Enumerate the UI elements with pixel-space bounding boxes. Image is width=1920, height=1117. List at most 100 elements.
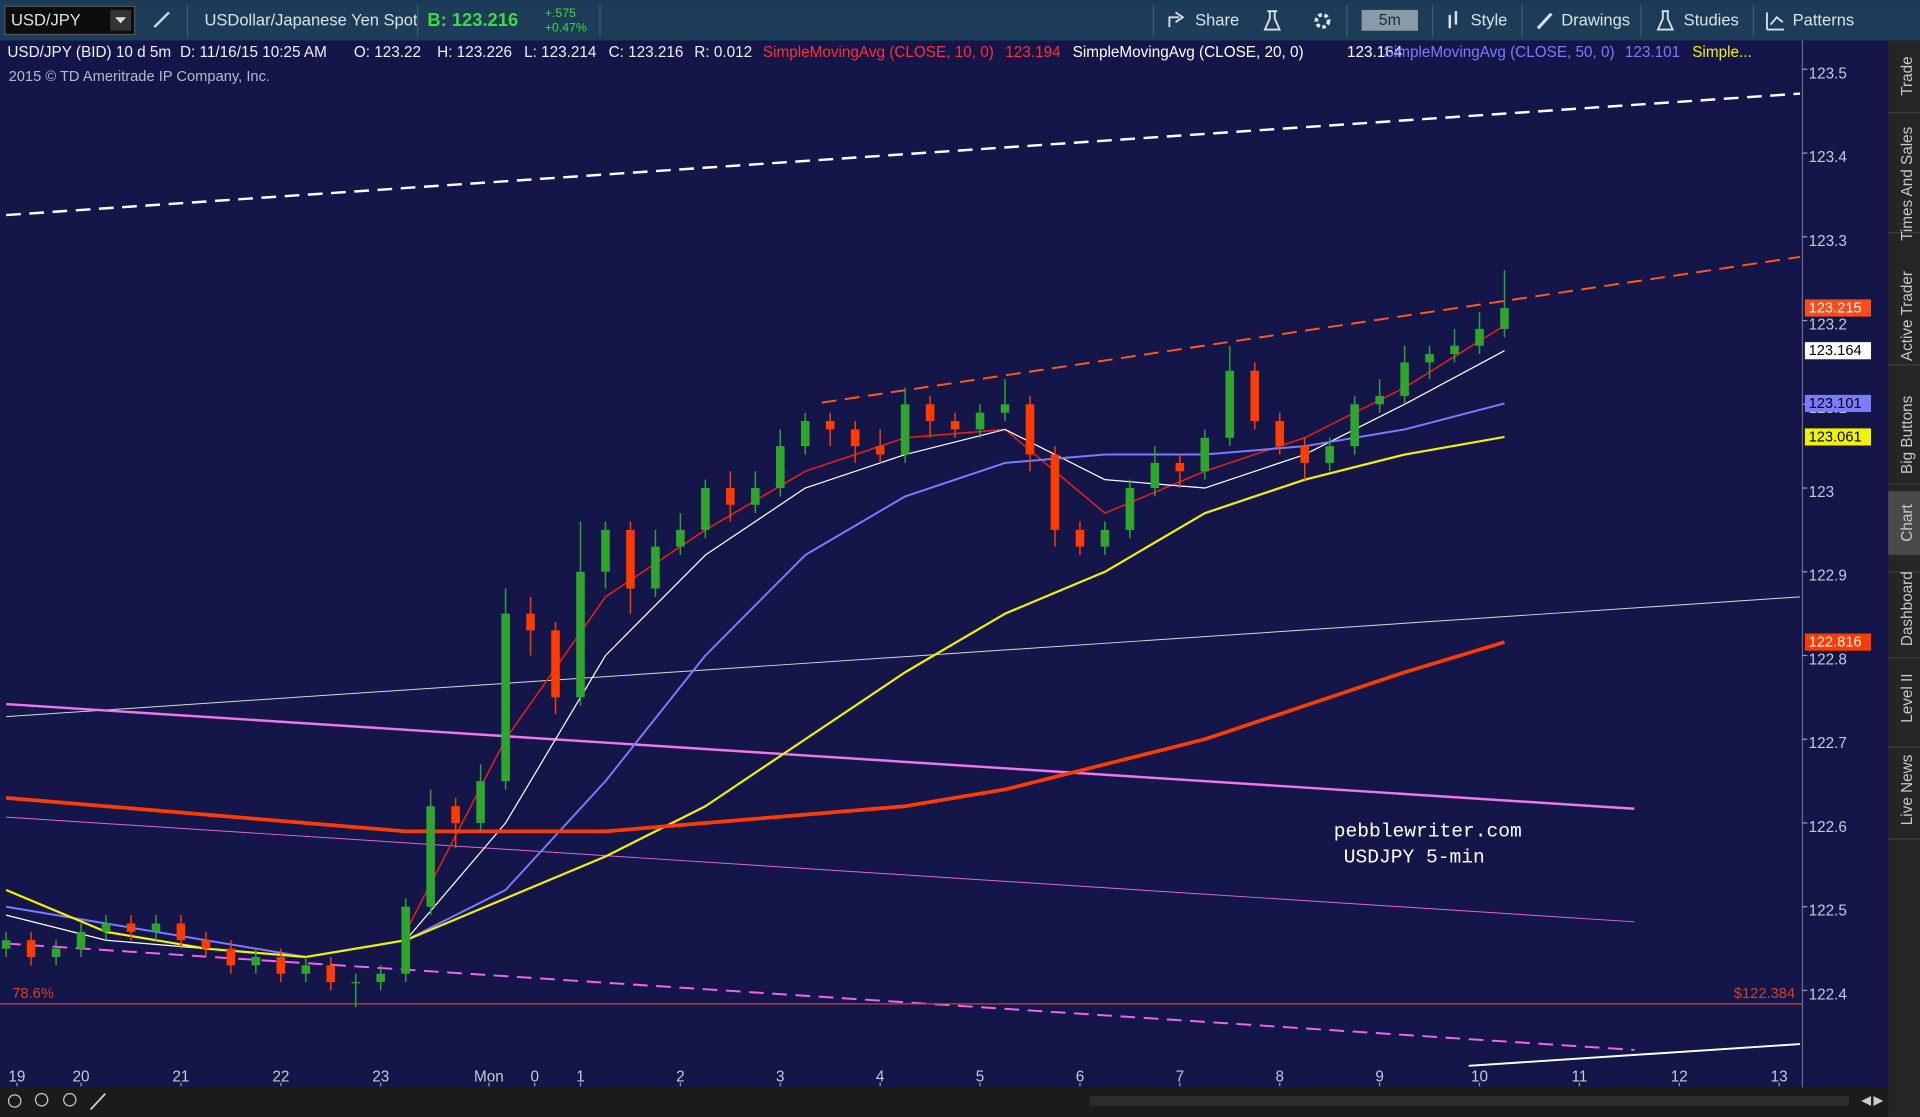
link-icon[interactable] [153, 11, 170, 28]
x-tick-label: 6 [1076, 1069, 1085, 1086]
candle-body [950, 421, 960, 430]
zoom-in-tool[interactable] [34, 1092, 49, 1107]
symbol[interactable]: USD/JPY [11, 10, 81, 29]
patterns-button[interactable]: Patterns [1793, 10, 1855, 29]
active-tab [1888, 491, 1920, 555]
candle-body [576, 571, 585, 698]
trendline [821, 255, 1801, 404]
candle-body [601, 529, 610, 572]
x-tick-label: 3 [776, 1069, 785, 1086]
candle-body [401, 906, 410, 974]
candle-body [1075, 529, 1085, 547]
share-button[interactable]: Share [1195, 10, 1239, 29]
axes: 122.4122.5122.6122.7122.8122.9123123.112… [8, 65, 1872, 1087]
scroll-arrows[interactable] [1861, 1096, 1884, 1106]
timeframe-box[interactable] [1361, 9, 1418, 31]
study-value: 123.164 [1347, 44, 1403, 61]
drawings-button[interactable]: Drawings [1561, 10, 1630, 29]
sidebar-tab[interactable]: Dashboard [1899, 571, 1916, 646]
studies-icon[interactable] [1656, 10, 1675, 31]
change-percent: +0.47% [545, 21, 587, 35]
settings-icon[interactable] [1314, 12, 1331, 29]
candle-body [1200, 437, 1210, 472]
candle-body [975, 412, 985, 430]
candle-body [101, 923, 111, 932]
candle-body [1225, 370, 1235, 438]
watermark: pebblewriter.com [1334, 821, 1522, 843]
candle-body [1175, 462, 1185, 472]
candle-body [176, 923, 186, 941]
candle-body [676, 529, 685, 547]
y-tick-label: 122.7 [1809, 735, 1847, 752]
y-tick-label: 122.8 [1809, 651, 1847, 668]
sidebar-tab[interactable]: Active Trader [1899, 271, 1916, 361]
candle-body [1450, 345, 1459, 355]
candle-body [1300, 446, 1309, 463]
sidebar-tab[interactable]: Level II [1899, 673, 1916, 722]
toolbar [0, 0, 1920, 41]
style-icon[interactable] [1448, 11, 1458, 29]
plot-area: 78.6% $122.384 pebblewriter.com USDJPY 5-mi… [0, 92, 1803, 1067]
x-tick-label: 8 [1275, 1069, 1284, 1086]
share-icon[interactable] [1168, 11, 1185, 28]
description: USDollar/Japanese Yen Spot [204, 10, 417, 29]
candle-body [276, 956, 286, 974]
candle-body [1150, 462, 1160, 489]
fib-level-label: 78.6% [12, 986, 54, 1002]
sidebar-tab[interactable]: Live News [1899, 754, 1916, 825]
candle-body [326, 965, 336, 983]
copyright: 2015 © TD Ameritrade IP Company, Inc. [9, 69, 270, 85]
candle-body [376, 973, 385, 983]
sidebar-tab[interactable]: Big Buttons [1899, 395, 1916, 474]
candle-body [900, 404, 910, 455]
candle-body [1250, 370, 1260, 422]
y-tick-label: 123.2 [1809, 316, 1847, 333]
candle-body [1425, 354, 1434, 363]
drawings-icon[interactable] [1536, 12, 1553, 30]
scrollbar[interactable] [1089, 1096, 1849, 1106]
sidebar-tab[interactable]: Times And Sales [1899, 126, 1916, 241]
candle-body [51, 948, 61, 957]
study-name: SimpleMovingAvg (CLOSE, 20, 0) [1073, 44, 1304, 61]
flask-icon[interactable] [1263, 10, 1282, 31]
candle-body [351, 982, 361, 984]
candle-body [301, 965, 311, 974]
style-button[interactable]: Style [1471, 10, 1508, 29]
candle-body [126, 923, 136, 932]
candle-body [1000, 404, 1010, 413]
line-tool[interactable] [89, 1092, 106, 1111]
study-value: 123.194 [1005, 44, 1061, 61]
y-tick-label: 122.9 [1809, 568, 1847, 585]
candle-body [1025, 404, 1035, 455]
candle-body [76, 931, 86, 949]
sidebar [1888, 40, 1920, 1117]
zoom-out-tool[interactable] [63, 1092, 77, 1107]
studies-button[interactable]: Studies [1684, 10, 1739, 29]
sidebar-tab[interactable]: Trade [1899, 56, 1916, 95]
candle-body [1325, 446, 1334, 463]
x-tick-label: 12 [1671, 1069, 1688, 1086]
candle-body [476, 781, 485, 823]
price-tag [1804, 342, 1872, 360]
timeframe-button[interactable]: 5m [1379, 12, 1401, 29]
candle-body [925, 404, 935, 422]
candle-body [1100, 529, 1110, 547]
x-tick-label: Mon [474, 1069, 504, 1086]
info-bar-background [2, 41, 1766, 63]
study-name: SimpleMovingAvg (CLOSE, 50, 0) [1384, 44, 1615, 61]
x-tick-label: 23 [372, 1069, 389, 1086]
candle-body [775, 446, 785, 489]
study-name: SimpleMovingAvg (CLOSE, 10, 0) [763, 44, 994, 61]
candle-body [251, 956, 261, 966]
moving-average-line [5, 402, 1505, 958]
date: D: 11/16/15 10:25 AM [180, 44, 327, 61]
x-tick-label: 13 [1771, 1069, 1788, 1086]
price-tag [1804, 428, 1872, 446]
patterns-icon[interactable] [1766, 12, 1785, 31]
trendline [6, 702, 1635, 810]
sidebar-tab[interactable]: Chart [1899, 504, 1916, 542]
x-tick-label: 5 [976, 1069, 985, 1086]
crosshair-tool[interactable] [7, 1094, 22, 1108]
candle-body [1475, 328, 1484, 346]
x-tick-label: 0 [530, 1069, 539, 1086]
